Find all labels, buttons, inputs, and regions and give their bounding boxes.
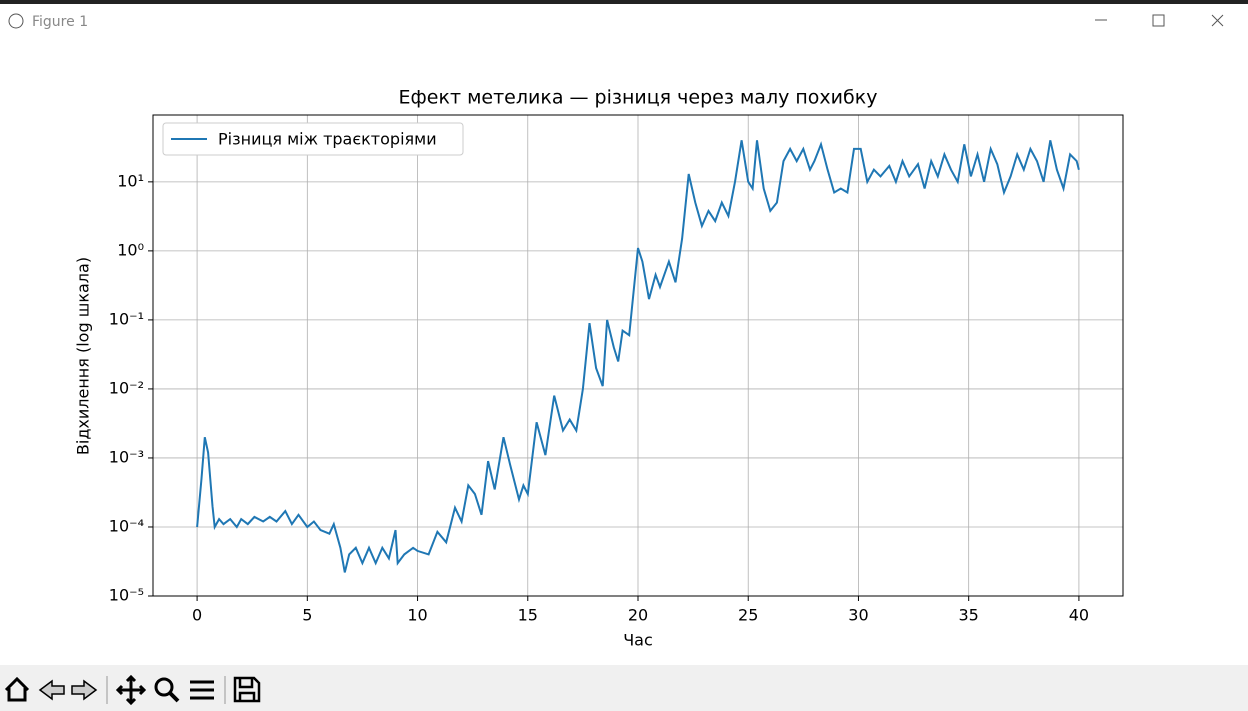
x-tick-label: 35 [959, 606, 979, 625]
close[interactable] [1211, 14, 1224, 27]
x-tick-label: 5 [302, 606, 312, 625]
configure-button[interactable] [190, 680, 214, 700]
x-tick-label: 0 [192, 606, 202, 625]
y-tick-label: 10⁻² [109, 378, 144, 397]
back-button[interactable] [38, 679, 65, 701]
y-tick-label: 10⁻⁴ [109, 516, 144, 535]
y-axis-label: Відхилення (log шкала) [74, 257, 93, 455]
top-strip [0, 0, 1248, 4]
axes-frame [152, 114, 1124, 597]
x-tick-label: 15 [518, 606, 538, 625]
zoom-handle [168, 691, 180, 703]
legend-box [162, 122, 464, 156]
app-icon [8, 13, 24, 29]
x-axis-label: Час [623, 631, 653, 650]
x-tick-label: 20 [628, 606, 648, 625]
data-line [196, 140, 1080, 573]
x-tick-label: 10 [407, 606, 427, 625]
legend-label: Різниця між траєкторіями [218, 130, 437, 149]
y-tick-label: 10¹ [117, 171, 144, 190]
toolbar [0, 665, 1248, 711]
zoom-button[interactable] [154, 677, 174, 697]
pan-button[interactable] [115, 674, 147, 706]
x-tick-label: 30 [848, 606, 868, 625]
home-button[interactable] [4, 676, 30, 702]
y-tick-label: 10⁻⁵ [109, 586, 144, 605]
x-tick-label: 25 [738, 606, 758, 625]
maximize[interactable] [1152, 14, 1165, 27]
chart-title: Ефект метелика — різниця через малу похи… [399, 87, 878, 109]
plot-area: 0 5 10 15 20 25 30 35 40 10⁻⁵ 10⁻⁴ 10⁻³ 10⁻² 10⁻¹ 10⁰ 1… [109, 114, 1124, 625]
y-tick-label: 10⁻³ [109, 447, 144, 466]
y-tick-label: 10⁰ [117, 240, 144, 259]
x-tick-label: 40 [1069, 606, 1089, 625]
forward-button[interactable] [71, 679, 98, 701]
save-button[interactable] [233, 676, 261, 703]
window-title: Figure 1 [32, 14, 88, 30]
y-tick-label: 10⁻¹ [109, 309, 144, 328]
